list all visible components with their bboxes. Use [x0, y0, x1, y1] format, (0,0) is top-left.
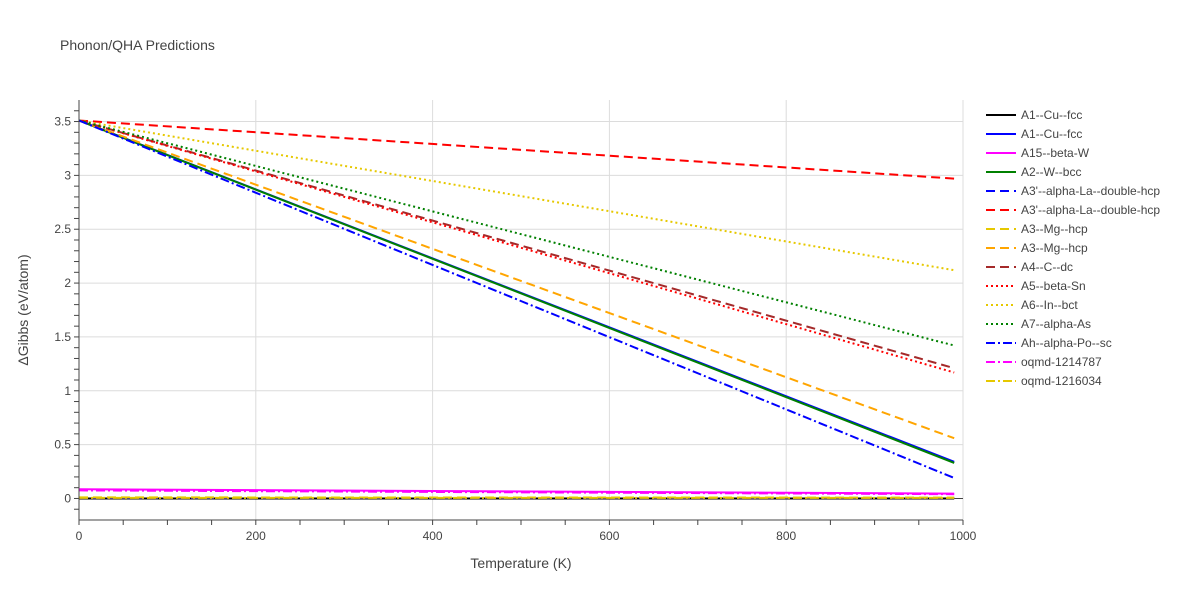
legend-label: A2--W--bcc: [1021, 165, 1081, 179]
y-tick-label: 2: [64, 276, 71, 290]
y-tick-label: 1.5: [54, 330, 71, 344]
legend-item[interactable]: A4--C--dc: [986, 260, 1073, 274]
series-line-9: [78, 119, 955, 370]
legend-item[interactable]: A1--Cu--fcc: [986, 127, 1082, 141]
series-line-12: [78, 119, 955, 347]
series-line-4: [78, 119, 955, 464]
series-line-14: [78, 489, 955, 496]
legend-label: A7--alpha-As: [1021, 317, 1091, 331]
legend-label: A3'--alpha-La--double-hcp: [1021, 203, 1160, 217]
legend-label: A1--Cu--fcc: [1021, 108, 1082, 122]
legend-item[interactable]: A5--beta-Sn: [986, 279, 1086, 293]
legend-label: oqmd-1216034: [1021, 374, 1102, 388]
x-tick-label: 600: [599, 529, 619, 543]
y-tick-label: 2.5: [54, 222, 71, 236]
series-lines: [78, 119, 955, 500]
x-axis-title: Temperature (K): [470, 555, 571, 571]
axes: 0 200 400 600 800 1000 0 0.5 1 1.5 2 2.5 3 3.5: [54, 100, 977, 543]
series-line-13: [78, 119, 955, 479]
legend-item[interactable]: oqmd-1214787: [986, 355, 1102, 369]
x-tick-label: 1000: [950, 529, 977, 543]
series-line-8: [78, 119, 955, 440]
y-tick-label: 3.5: [54, 115, 71, 129]
y-tick-label: 1: [64, 384, 71, 398]
legend-label: oqmd-1214787: [1021, 355, 1102, 369]
legend-item[interactable]: A3--Mg--hcp: [986, 222, 1088, 236]
legend-item[interactable]: Ah--alpha-Po--sc: [986, 336, 1112, 350]
x-tick-label: 200: [246, 529, 266, 543]
legend-item[interactable]: A3'--alpha-La--double-hcp: [986, 184, 1160, 198]
legend-item[interactable]: A6--In--bct: [986, 298, 1078, 312]
x-tick-label: 800: [776, 529, 796, 543]
legend-item[interactable]: A15--beta-W: [986, 146, 1090, 160]
series-line-10: [78, 119, 955, 374]
legend-item[interactable]: oqmd-1216034: [986, 374, 1102, 388]
legend-item[interactable]: A1--Cu--fcc: [986, 108, 1082, 122]
y-tick-label: 0.5: [54, 438, 71, 452]
y-tick-label: 0: [64, 491, 71, 505]
x-tick-label: 0: [76, 529, 83, 543]
legend-label: A5--beta-Sn: [1021, 279, 1086, 293]
x-tick-label: 400: [423, 529, 443, 543]
legend-label: A6--In--bct: [1021, 298, 1078, 312]
y-axis-title: ΔGibbs (eV/atom): [15, 254, 31, 365]
legend[interactable]: A1--Cu--fcc A1--Cu--fcc A15--beta-W A2--W--…: [986, 108, 1160, 388]
legend-label: A15--beta-W: [1021, 146, 1090, 160]
legend-label: A4--C--dc: [1021, 260, 1073, 274]
legend-label: Ah--alpha-Po--sc: [1021, 336, 1112, 350]
grid-lines: [79, 100, 964, 520]
legend-label: A3--Mg--hcp: [1021, 241, 1088, 255]
legend-label: A3'--alpha-La--double-hcp: [1021, 184, 1160, 198]
legend-item[interactable]: A2--W--bcc: [986, 165, 1081, 179]
legend-item[interactable]: A3--Mg--hcp: [986, 241, 1088, 255]
legend-item[interactable]: A7--alpha-As: [986, 317, 1091, 331]
series-line-6: [78, 119, 955, 180]
legend-label: A1--Cu--fcc: [1021, 127, 1082, 141]
chart-title: Phonon/QHA Predictions: [60, 37, 215, 53]
y-tick-label: 3: [64, 168, 71, 182]
series-line-11: [78, 119, 955, 272]
legend-item[interactable]: A3'--alpha-La--double-hcp: [986, 203, 1160, 217]
legend-label: A3--Mg--hcp: [1021, 222, 1088, 236]
